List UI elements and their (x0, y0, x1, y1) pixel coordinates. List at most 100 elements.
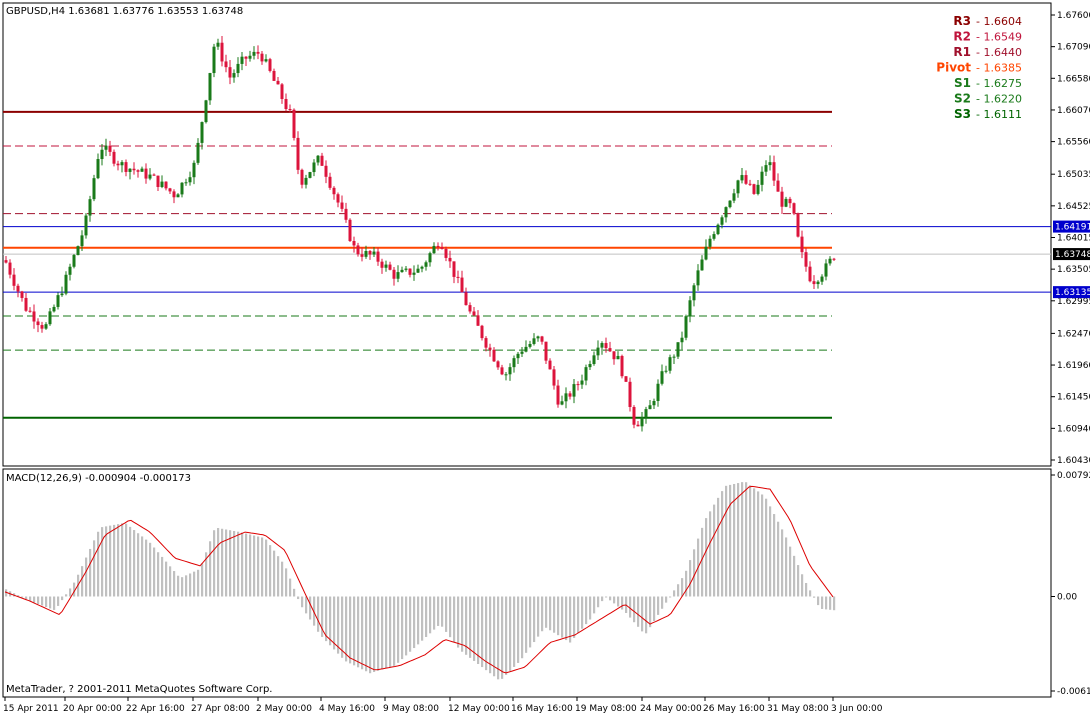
candle-body (736, 180, 740, 194)
macd-bar (105, 526, 108, 597)
candle-body (800, 236, 804, 253)
macd-bar (681, 578, 684, 597)
macd-bar (589, 596, 592, 620)
candle-body (804, 252, 808, 267)
macd-bar (393, 596, 396, 666)
candle-body (824, 263, 828, 277)
macd-bar (229, 530, 232, 597)
price-badges: 1.64191 1.63135 1.63748 (1053, 220, 1090, 299)
candle-body (108, 145, 112, 152)
candle-body (704, 246, 708, 260)
macd-bar (377, 596, 380, 671)
macd-bar (629, 596, 632, 618)
macd-bar (833, 596, 836, 611)
macd-bar (609, 596, 612, 601)
macd-bar (125, 523, 128, 597)
macd-bar (509, 596, 512, 671)
candle-body (28, 310, 32, 312)
candle-body (96, 159, 100, 179)
candle-body (288, 109, 292, 111)
price-tick-label: 1.61960 (1057, 361, 1090, 371)
candle-body (276, 80, 280, 85)
candle-body (228, 67, 232, 78)
price-tick-label: 1.62470 (1057, 329, 1090, 339)
candle-body (448, 257, 452, 262)
macd-bar (201, 563, 204, 597)
macd-bar (17, 595, 20, 597)
candle-body (248, 55, 252, 59)
macd-bar (21, 596, 24, 598)
macd-bar (449, 596, 452, 638)
candle-body (168, 188, 172, 192)
price-panel[interactable] (2, 2, 1052, 467)
candle-body (164, 181, 168, 189)
candle-body (648, 405, 652, 410)
candle-body (784, 198, 788, 207)
macd-bar (669, 596, 672, 598)
macd-bar (513, 596, 516, 667)
time-tick-label: 27 Apr 08:00 (191, 704, 250, 714)
time-tick-label: 16 May 16:00 (511, 704, 573, 714)
macd-bar (457, 596, 460, 648)
candle-body (684, 316, 688, 338)
macd-bar (501, 596, 504, 679)
candle-body (708, 238, 712, 247)
candle-body (220, 42, 224, 62)
macd-bar (317, 596, 320, 632)
candle-body (80, 235, 84, 247)
candle-body (748, 183, 752, 185)
candle-body (428, 253, 432, 263)
macd-bar (333, 596, 336, 650)
macd-bar (633, 596, 636, 623)
macd-bar (169, 566, 172, 597)
macd-bar (149, 542, 152, 597)
current-price-label: 1.63748 (1055, 250, 1090, 260)
price-tick-label: 1.61450 (1057, 393, 1090, 403)
macd-bar (813, 596, 816, 598)
macd-bar (337, 596, 340, 654)
candle-body (304, 177, 308, 185)
candle-body (688, 300, 692, 317)
candle-body (668, 357, 672, 371)
candle-body (280, 84, 284, 99)
candle-body (576, 384, 580, 386)
pivot-legend-value: - 1.6220 (976, 93, 1022, 106)
macd-bar (57, 596, 60, 606)
macd-tick-label: -0.00616 (1057, 687, 1090, 697)
candle-body (452, 261, 456, 277)
macd-bar (529, 596, 532, 648)
macd-bar (413, 596, 416, 649)
time-tick-label: 19 May 08:00 (575, 704, 637, 714)
macd-bar (253, 535, 256, 597)
candle-body (256, 51, 260, 54)
candle-body (632, 406, 636, 425)
candle-body (120, 162, 124, 166)
macd-bar (25, 596, 28, 600)
macd-bar (357, 596, 360, 668)
macd-bar (193, 571, 196, 597)
candle-body (252, 51, 256, 56)
macd-bar (121, 523, 124, 597)
candle-body (484, 338, 488, 348)
candle-body (268, 59, 272, 71)
macd-tick-label: 0.00792 (1057, 471, 1090, 481)
candle-body (436, 245, 440, 248)
macd-panel[interactable] (2, 468, 1052, 698)
macd-bar (321, 596, 324, 637)
price-tick-label: 1.64015 (1057, 234, 1090, 244)
candle-body (828, 258, 832, 264)
macd-bar (825, 596, 828, 610)
macd-bar (409, 596, 412, 652)
candle-body (180, 182, 184, 195)
candle-body (444, 248, 448, 258)
candle-body (628, 381, 632, 407)
macd-bar (593, 596, 596, 614)
candle-body (816, 281, 820, 285)
candle-body (392, 269, 396, 279)
macd-histogram (5, 482, 836, 680)
macd-bar (33, 596, 36, 603)
candle-body (460, 277, 464, 293)
candle-body (672, 356, 676, 358)
price-badge-label: 1.64191 (1055, 223, 1090, 233)
